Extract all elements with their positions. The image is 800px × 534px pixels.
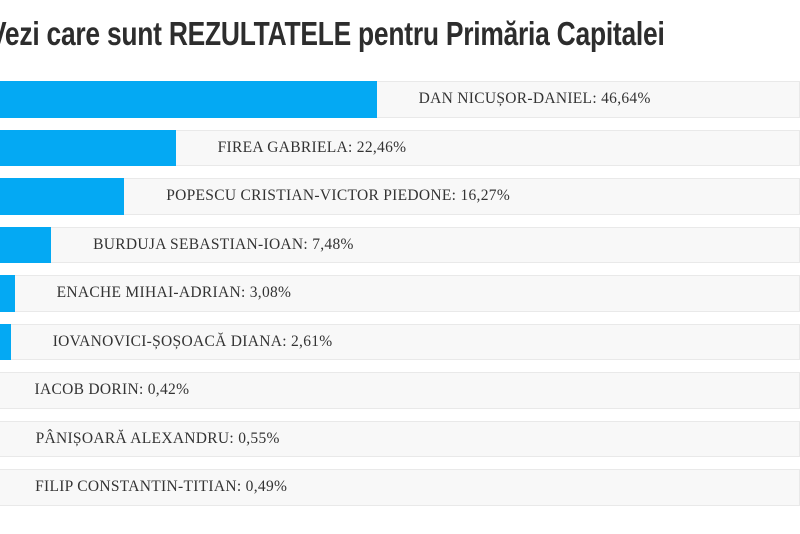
candidate-result-label: PÂNIȘOARĂ ALEXANDRU: 0,55% bbox=[35, 429, 280, 447]
chart-row: FIREA GABRIELA: 22,46% bbox=[0, 129, 800, 166]
chart-row: DAN NICUȘOR-DANIEL: 46,64% bbox=[0, 81, 800, 118]
result-bar bbox=[0, 275, 15, 312]
chart-row: BURDUJA SEBASTIAN-IOAN: 7,48% bbox=[0, 226, 800, 263]
candidate-result-label: FILIP CONSTANTIN-TITIAN: 0,49% bbox=[35, 478, 288, 496]
candidate-result-label: IACOB DORIN: 0,42% bbox=[34, 381, 190, 399]
chart-row: PÂNIȘOARĂ ALEXANDRU: 0,55% bbox=[0, 420, 800, 457]
candidate-result-label: IOVANOVICI-ȘOȘOACĂ DIANA: 2,61% bbox=[52, 332, 333, 350]
result-bar bbox=[0, 81, 377, 118]
candidate-result-label: BURDUJA SEBASTIAN-IOAN: 7,48% bbox=[93, 235, 354, 253]
page-content: Vezi care sunt REZULTATELE pentru Primăr… bbox=[0, 15, 800, 506]
chart-row: IOVANOVICI-ȘOȘOACĂ DIANA: 2,61% bbox=[0, 323, 800, 360]
candidate-result-label: ENACHE MIHAI-ADRIAN: 3,08% bbox=[56, 284, 292, 302]
chart-title: Vezi care sunt REZULTATELE pentru Primăr… bbox=[0, 15, 665, 52]
chart-row: POPESCU CRISTIAN-VICTOR PIEDONE: 16,27% bbox=[0, 178, 800, 215]
results-bar-chart: DAN NICUȘOR-DANIEL: 46,64% FIREA GABRIEL… bbox=[0, 81, 800, 506]
result-bar bbox=[0, 178, 125, 215]
result-bar bbox=[0, 226, 52, 263]
chart-row: ENACHE MIHAI-ADRIAN: 3,08% bbox=[0, 275, 800, 312]
candidate-result-label: DAN NICUȘOR-DANIEL: 46,64% bbox=[418, 90, 651, 108]
result-bar bbox=[0, 323, 11, 360]
candidate-result-label: POPESCU CRISTIAN-VICTOR PIEDONE: 16,27% bbox=[166, 187, 511, 205]
candidate-result-label: FIREA GABRIELA: 22,46% bbox=[217, 138, 407, 156]
chart-row: IACOB DORIN: 0,42% bbox=[0, 372, 800, 409]
result-bar bbox=[0, 129, 176, 166]
chart-row: FILIP CONSTANTIN-TITIAN: 0,49% bbox=[0, 469, 800, 506]
